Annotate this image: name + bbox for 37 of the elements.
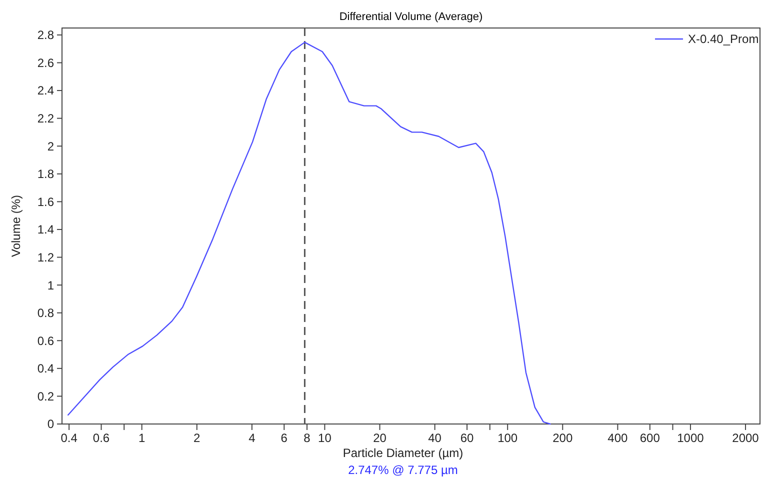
y-tick-label: 2.8 [37,28,54,42]
y-tick-label: 2 [47,139,54,154]
x-tick-label: 1 [138,431,146,445]
x-tick-label: 200 [552,431,573,445]
x-tick-label: 2000 [732,431,760,445]
y-tick-label: 1.4 [37,222,54,237]
x-tick-label: 10 [318,431,332,445]
y-tick-label: 0.8 [37,306,54,320]
x-axis-title: Particle Diameter (µm) [342,446,464,460]
x-tick-label: 100 [498,431,518,445]
x-tick-label: 400 [608,431,628,445]
y-tick-label: 1.2 [37,250,54,264]
x-tick-label: 40 [428,431,442,445]
x-tick-label: 1000 [677,431,704,445]
x-tick-label: 2 [194,431,201,445]
y-axis-title: Volume (%) [9,194,23,258]
y-tick-label: 2.6 [37,56,54,70]
y-tick-label: 0.2 [37,389,54,404]
x-tick-label: 8 [304,431,311,445]
x-tick-label: 6 [280,431,288,445]
y-tick-label: 2.4 [37,84,54,98]
text: 2.747% @ 7.775 µm [348,463,458,477]
y-tick-label: 1.6 [37,194,54,209]
chart-title: Differential Volume (Average) [339,11,483,23]
x-tick-label: 600 [640,431,660,445]
x-tick-label: 4 [248,431,256,445]
y-tick-label: 0.6 [37,334,54,348]
y-tick-label: 0.4 [37,362,54,376]
y-tick-label: 1.8 [37,167,54,182]
y-tick-label: 1 [47,278,54,292]
legend-label: X-0.40_Prom [688,32,759,46]
y-tick-label: 0 [47,417,54,432]
y-tick-label: 2.2 [37,112,54,126]
x-tick-label: 0.6 [92,431,110,445]
x-tick-label: 60 [460,431,474,445]
x-tick-label: 20 [373,431,387,445]
x-tick-label: 0.4 [60,431,78,445]
